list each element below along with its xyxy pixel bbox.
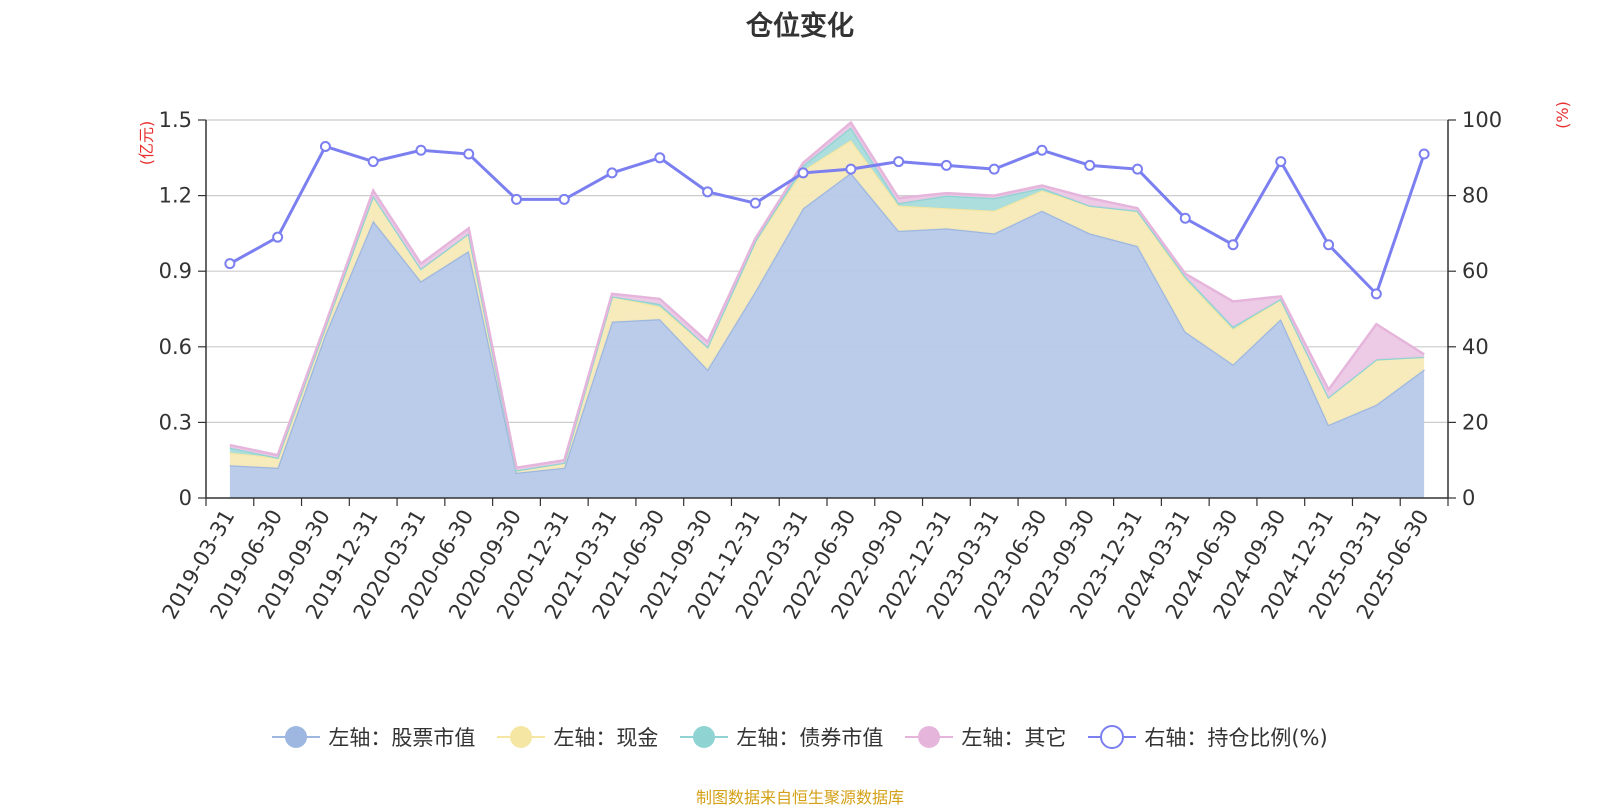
source-note: 制图数据来自恒生聚源数据库 <box>695 788 904 807</box>
right-tick-label: 100 <box>1462 108 1502 132</box>
legend-item-bond[interactable]: 左轴：债券市值 <box>680 722 883 752</box>
left-tick-label: 1.5 <box>159 108 192 132</box>
area-layer <box>229 120 1425 499</box>
ratio-point <box>1132 163 1143 175</box>
ratio-point <box>1036 144 1048 156</box>
ratio-point <box>319 140 331 152</box>
ratio-point <box>654 152 666 164</box>
right-tick-label: 60 <box>1462 259 1489 283</box>
ratio-point <box>511 193 522 205</box>
ratio-point <box>702 186 714 198</box>
right-tick-label: 80 <box>1462 184 1489 208</box>
legend-swatch-cash-icon <box>497 726 546 748</box>
legend-item-ratio[interactable]: 右轴：持仓比例(%) <box>1088 722 1328 752</box>
left-tick-label: 1.2 <box>159 184 192 208</box>
ratio-point <box>558 193 570 205</box>
right-tick-label: 40 <box>1462 335 1489 359</box>
legend-label-cash: 左轴：现金 <box>553 726 659 750</box>
right-tick-label: 20 <box>1462 410 1489 434</box>
left-axis-unit: (亿元) <box>137 121 156 166</box>
right-tick-label: 0 <box>1462 486 1475 510</box>
legend-item-cash[interactable]: 左轴：现金 <box>497 722 658 752</box>
ratio-point <box>797 167 809 179</box>
chart-legend: 左轴：股票市值 左轴：现金 左轴：债券市值 左轴：其它 右轴：持仓比例(%) <box>0 722 1600 752</box>
chart-title: 仓位变化 <box>746 11 854 42</box>
legend-label-ratio: 右轴：持仓比例(%) <box>1144 726 1328 750</box>
ratio-point <box>940 159 952 171</box>
ratio-line-layer <box>224 140 1430 300</box>
ratio-point <box>1323 239 1335 251</box>
left-tick-label: 0.3 <box>159 410 192 434</box>
ratio-point <box>272 231 284 243</box>
right-axis-unit: (%) <box>1553 101 1572 129</box>
area-3 <box>229 122 1425 471</box>
ratio-point <box>749 197 761 209</box>
ratio-point <box>1084 159 1096 171</box>
legend-label-stock: 左轴：股票市值 <box>328 726 476 750</box>
legend-label-other: 左轴：其它 <box>961 726 1067 750</box>
ratio-point <box>845 163 857 175</box>
area-edge-3 <box>229 120 1425 470</box>
ratio-point <box>415 144 427 156</box>
left-tick-label: 0.9 <box>159 259 192 283</box>
area-0 <box>229 172 1425 499</box>
ratio-point <box>1275 156 1287 168</box>
legend-item-other[interactable]: 左轴：其它 <box>905 722 1066 752</box>
legend-swatch-other-icon <box>905 726 954 748</box>
left-tick-label: 0 <box>179 486 192 510</box>
ratio-line <box>229 144 1426 297</box>
legend-swatch-bond-icon <box>680 726 729 748</box>
ratio-point <box>1370 288 1382 300</box>
area-1 <box>229 140 1425 473</box>
legend-item-stock[interactable]: 左轴：股票市值 <box>272 722 475 752</box>
ratio-point <box>1227 239 1239 251</box>
ratio-point <box>224 258 236 270</box>
legend-swatch-ratio-icon <box>1088 725 1137 749</box>
legend-swatch-stock-icon <box>272 726 321 748</box>
ratio-point <box>1179 212 1191 224</box>
ratio-point <box>893 156 905 168</box>
ratio-point <box>367 156 379 168</box>
left-tick-label: 0.6 <box>159 335 192 359</box>
ratio-point <box>463 148 475 160</box>
legend-label-bond: 左轴：债券市值 <box>736 726 884 750</box>
ratio-point <box>606 167 618 179</box>
ratio-point <box>1418 148 1430 160</box>
ratio-point <box>988 163 1000 175</box>
